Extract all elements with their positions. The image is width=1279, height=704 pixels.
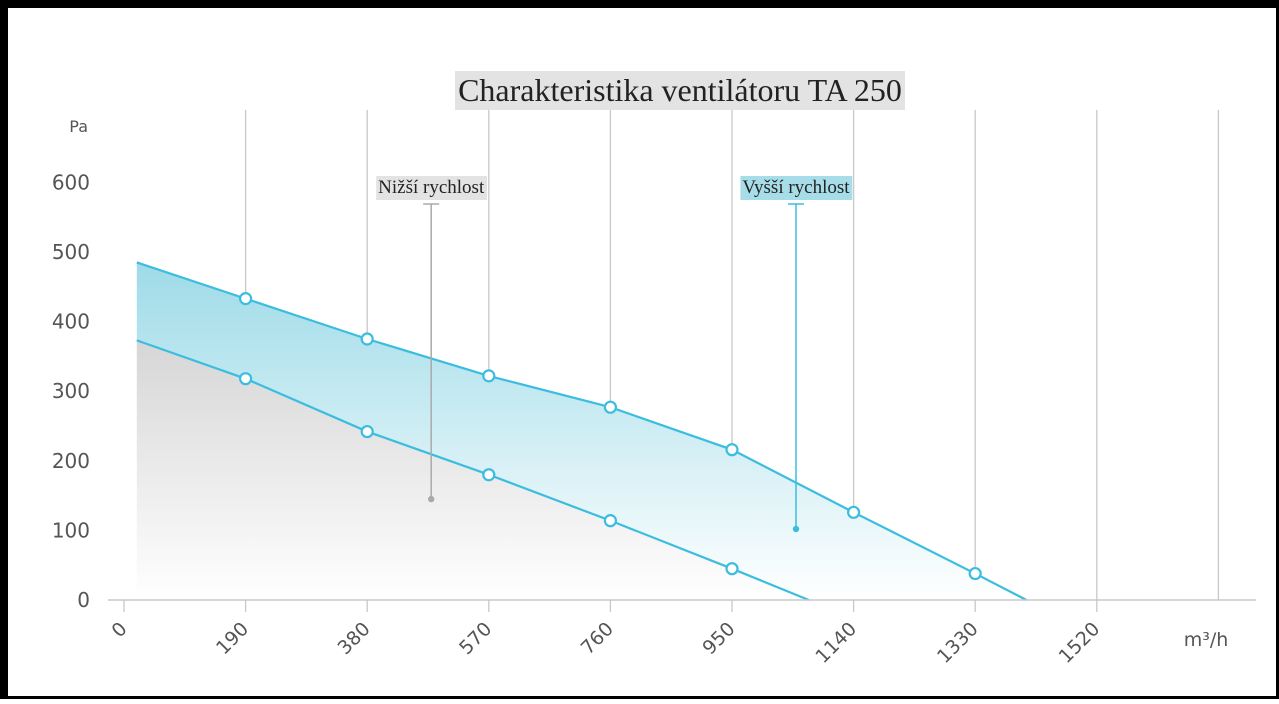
higher-speed-point <box>968 566 982 581</box>
higher-speed-point <box>239 292 253 306</box>
annotations: Nižší rychlost Vyšší rychlost <box>376 176 853 533</box>
lower-speed-point <box>725 562 739 576</box>
grid <box>244 110 1220 600</box>
title-group: Charakteristika ventilátoru TA 250 <box>455 71 905 110</box>
y-tick-label: 100 <box>52 518 90 542</box>
x-tick-label: 1140 <box>811 618 861 668</box>
x-tick-label: 0 <box>107 618 131 642</box>
higher-annotation-background <box>740 176 853 200</box>
higher-annotation-dot <box>792 525 800 533</box>
higher-speed-point <box>360 332 374 346</box>
x-axis-label: m³/h <box>1184 629 1229 651</box>
chart-title-background <box>455 71 905 110</box>
lower-speed-point <box>239 372 253 386</box>
x-tick-label: 380 <box>334 618 375 659</box>
fan-characteristic-chart: 0 190 380 570 760 950 1140 1330 1520 0 100 200 300 40… <box>52 71 1256 668</box>
higher-speed-point <box>482 369 496 383</box>
lower-annotation-background <box>376 176 487 200</box>
y-tick-label: 0 <box>77 588 90 612</box>
x-tick-label: 760 <box>577 618 618 659</box>
x-tick-label: 1330 <box>933 618 983 668</box>
higher-speed-point <box>603 400 618 414</box>
lower-speed-point <box>482 468 496 482</box>
lower-speed-point <box>603 514 618 528</box>
y-tick-label: 600 <box>52 170 90 194</box>
higher-annotation-label: Vyšší rychlost <box>742 177 850 198</box>
higher-speed-area <box>136 262 1027 600</box>
x-tick-label: 190 <box>212 618 253 659</box>
y-tick-label: 400 <box>52 310 90 334</box>
y-tick-label: 300 <box>52 379 90 403</box>
chart-title: Charakteristika ventilátoru TA 250 <box>458 72 902 108</box>
series-markers <box>239 292 982 581</box>
x-tick-label: 570 <box>455 618 496 659</box>
x-tick-label: 1520 <box>1055 618 1105 668</box>
y-tick-label: 200 <box>52 449 90 473</box>
area-fills <box>136 262 1027 600</box>
y-tick-label: 500 <box>52 240 90 264</box>
higher-speed-point <box>725 443 739 457</box>
lower-annotation-label: Nižší rychlost <box>378 177 485 198</box>
higher-speed-point <box>846 505 861 519</box>
y-axis-label: Pa <box>69 117 88 136</box>
x-tick-label: 950 <box>698 618 739 659</box>
lower-annotation-dot <box>428 495 435 503</box>
lower-speed-point <box>360 424 374 439</box>
